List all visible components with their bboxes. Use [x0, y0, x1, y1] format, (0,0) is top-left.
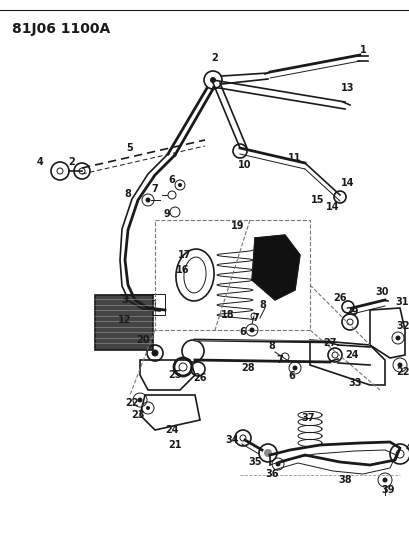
Circle shape — [249, 327, 254, 333]
Text: 27: 27 — [322, 338, 336, 348]
Text: 6: 6 — [288, 371, 294, 381]
Text: 29: 29 — [344, 307, 358, 317]
Text: 17: 17 — [178, 250, 191, 260]
Text: 28: 28 — [240, 363, 254, 373]
Circle shape — [382, 478, 387, 482]
Text: 26: 26 — [333, 293, 346, 303]
Text: 2: 2 — [211, 53, 218, 63]
Text: 22: 22 — [125, 398, 138, 408]
Text: 24: 24 — [165, 425, 178, 435]
Text: 3: 3 — [121, 295, 128, 305]
Circle shape — [137, 398, 142, 402]
Text: 14: 14 — [326, 202, 339, 212]
Text: 30: 30 — [374, 287, 388, 297]
Text: 7: 7 — [151, 184, 158, 194]
Circle shape — [178, 183, 182, 187]
Text: 35: 35 — [247, 457, 261, 467]
Text: 26: 26 — [193, 373, 206, 383]
Text: 31: 31 — [394, 297, 408, 307]
Text: 81J06 1100A: 81J06 1100A — [12, 22, 110, 36]
Circle shape — [397, 362, 402, 367]
Circle shape — [146, 406, 150, 410]
Text: 38: 38 — [337, 475, 351, 485]
Text: 8: 8 — [124, 189, 131, 199]
Text: 2: 2 — [68, 157, 75, 167]
Text: 19: 19 — [231, 221, 244, 231]
Text: 34: 34 — [225, 435, 238, 445]
Text: 24: 24 — [344, 350, 358, 360]
Circle shape — [292, 366, 297, 370]
Circle shape — [145, 198, 150, 203]
Text: 11: 11 — [288, 153, 301, 163]
Text: 8: 8 — [268, 341, 275, 351]
Polygon shape — [252, 235, 299, 300]
Text: 37: 37 — [301, 413, 314, 423]
Text: 10: 10 — [238, 160, 251, 170]
Text: 16: 16 — [176, 265, 189, 275]
Text: 5: 5 — [126, 143, 133, 153]
Circle shape — [209, 77, 216, 83]
Circle shape — [151, 350, 158, 357]
Text: 32: 32 — [395, 321, 409, 331]
Text: 9: 9 — [163, 209, 170, 219]
Text: 14: 14 — [340, 178, 354, 188]
Text: 7: 7 — [276, 355, 283, 365]
Text: 23: 23 — [131, 410, 144, 420]
Text: 36: 36 — [265, 469, 278, 479]
Text: 33: 33 — [347, 378, 361, 388]
Circle shape — [395, 335, 400, 341]
Text: 7: 7 — [252, 313, 259, 323]
Text: 1: 1 — [359, 45, 366, 55]
Text: 6: 6 — [168, 175, 175, 185]
Circle shape — [263, 449, 271, 457]
Circle shape — [275, 462, 280, 466]
Text: 18: 18 — [220, 310, 234, 320]
Text: 21: 21 — [168, 440, 181, 450]
Text: 20: 20 — [136, 335, 149, 345]
Text: 13: 13 — [340, 83, 354, 93]
FancyBboxPatch shape — [95, 295, 153, 350]
Text: 12: 12 — [118, 315, 131, 325]
Text: 15: 15 — [310, 195, 324, 205]
Text: 6: 6 — [239, 327, 246, 337]
Text: 22: 22 — [395, 367, 409, 377]
Text: 39: 39 — [380, 485, 394, 495]
Text: 4: 4 — [36, 157, 43, 167]
Polygon shape — [128, 300, 155, 308]
Text: 8: 8 — [259, 300, 266, 310]
Text: 25: 25 — [168, 370, 181, 380]
Text: 40: 40 — [404, 443, 409, 453]
